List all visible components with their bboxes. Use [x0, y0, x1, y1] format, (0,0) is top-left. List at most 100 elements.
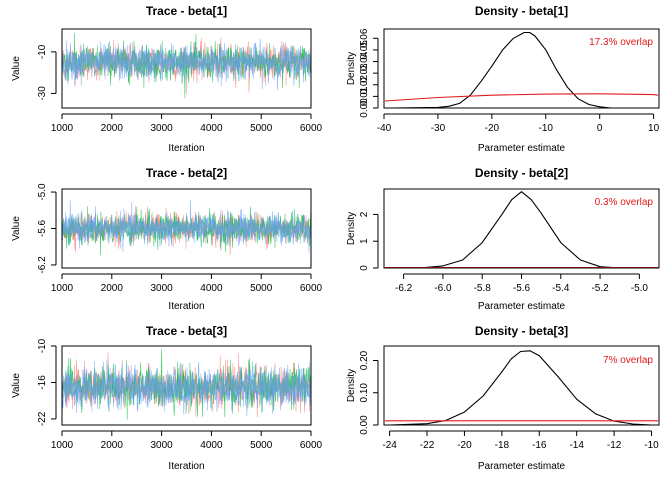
- x-tick-label: 10: [648, 123, 660, 134]
- x-tick-label: 6000: [300, 123, 323, 134]
- y-tick-label: -10: [37, 338, 48, 353]
- x-tick-label: -30: [431, 123, 446, 134]
- y-tick-label: 1: [359, 238, 370, 244]
- x-tick-label: 4000: [200, 283, 223, 294]
- x-tick-label: 2000: [101, 440, 124, 451]
- y-tick-label: -5.6: [37, 219, 48, 237]
- x-tick-label: 4000: [200, 440, 223, 451]
- y-axis: -10 -30: [37, 44, 57, 101]
- x-tick-label: -5.6: [513, 283, 531, 294]
- trace-panel-beta2: Trace - beta[2] Iteration Value 1000 2000…: [11, 166, 323, 312]
- x-axis: 1000 2000 3000 4000 5000 6000: [51, 273, 323, 294]
- y-axis-label: Density: [346, 212, 357, 245]
- posterior-density-line: [389, 350, 652, 426]
- x-tick-label: 2000: [101, 123, 124, 134]
- y-tick-label: -6.2: [37, 256, 48, 274]
- panel-title: Trace - beta[2]: [146, 166, 227, 180]
- trace-chain-3: [61, 359, 312, 417]
- x-tick-label: 6000: [300, 283, 323, 294]
- panel-title: Density - beta[2]: [475, 166, 568, 180]
- y-tick-label: 0.06: [359, 28, 370, 48]
- y-tick-label: -16: [37, 375, 48, 390]
- panel-title: Trace - beta[3]: [146, 324, 227, 338]
- trace-chain-4: [61, 213, 312, 246]
- x-tick-label: -5.8: [474, 283, 492, 294]
- x-tick-label: -5.4: [552, 283, 570, 294]
- panel-title: Trace - beta[1]: [146, 4, 227, 18]
- trace-panel-beta3: Trace - beta[3] Iteration Value 1000 2000…: [11, 324, 323, 472]
- panel-title: Density - beta[3]: [475, 324, 568, 338]
- x-tick-label: 6000: [300, 440, 323, 451]
- x-tick-label: -5.0: [631, 283, 649, 294]
- plot-area: [61, 200, 312, 256]
- y-axis-label: Density: [346, 52, 357, 85]
- trace-chain-4: [61, 43, 312, 86]
- x-axis-label: Parameter estimate: [478, 461, 566, 472]
- y-tick-label: 0.00: [359, 415, 370, 435]
- y-tick-label: 0: [359, 265, 370, 271]
- prior-density-line: [384, 93, 659, 102]
- y-tick-label: 0.00: [359, 98, 370, 118]
- x-axis: -40 -30 -20 -10 0 10: [377, 113, 660, 134]
- x-tick-label: -12: [607, 440, 622, 451]
- x-tick-label: -6.2: [395, 283, 413, 294]
- overlap-annotation: 7% overlap: [603, 355, 653, 366]
- x-tick-label: 3000: [150, 440, 173, 451]
- x-axis: -6.2 -6.0 -5.8 -5.6 -5.4 -5.2 -5.0: [395, 273, 649, 294]
- x-axis: -24 -22 -20 -18 -16 -14 -12 -10: [382, 430, 659, 451]
- plot-area: [61, 348, 312, 420]
- density-panel-beta1: Density - beta[1] Parameter estimate Den…: [346, 4, 660, 154]
- x-tick-label: 1000: [51, 283, 74, 294]
- x-tick-label: -22: [420, 440, 435, 451]
- y-axis: 0.00 0.10 0.20: [359, 350, 379, 435]
- y-axis-label: Density: [346, 369, 357, 402]
- x-tick-label: 5000: [250, 440, 273, 451]
- x-tick-label: -10: [644, 440, 659, 451]
- x-axis-label: Parameter estimate: [478, 143, 566, 154]
- plot-area: [61, 32, 312, 99]
- y-axis-label: Value: [11, 216, 22, 241]
- x-axis-label: Iteration: [168, 143, 204, 154]
- y-tick-label: 0.02: [359, 75, 370, 95]
- y-axis: -10 -16 -22: [37, 338, 57, 426]
- y-tick-label: 0.20: [359, 350, 370, 370]
- x-tick-label: -16: [532, 440, 547, 451]
- density-panel-beta3: Density - beta[3] Parameter estimate Den…: [346, 324, 660, 472]
- x-tick-label: 0: [597, 123, 603, 134]
- x-tick-label: 4000: [200, 123, 223, 134]
- x-tick-label: -20: [485, 123, 500, 134]
- y-tick-label: -10: [37, 44, 48, 59]
- x-tick-label: 1000: [51, 123, 74, 134]
- x-tick-label: -14: [569, 440, 584, 451]
- x-tick-label: 2000: [101, 283, 124, 294]
- trace-chain-4: [61, 364, 312, 410]
- posterior-density-line: [392, 31, 611, 109]
- y-tick-label: -30: [37, 86, 48, 101]
- overlap-annotation: 0.3% overlap: [595, 197, 654, 208]
- x-tick-label: -18: [495, 440, 510, 451]
- y-tick-label: 0.01: [359, 86, 370, 106]
- y-tick-label: 0.05: [359, 40, 370, 60]
- x-axis-label: Parameter estimate: [478, 301, 566, 312]
- y-axis: -5.0 -5.6 -6.2: [37, 183, 57, 274]
- plot-frame: [383, 28, 660, 109]
- posterior-density-line: [419, 191, 620, 269]
- panel-title: Density - beta[1]: [475, 4, 568, 18]
- x-tick-label: -6.0: [434, 283, 452, 294]
- x-axis-label: Iteration: [168, 461, 204, 472]
- x-tick-label: 3000: [150, 283, 173, 294]
- x-tick-label: -10: [539, 123, 554, 134]
- y-axis: 0 1 2: [359, 211, 379, 271]
- x-axis: 1000 2000 3000 4000 5000 6000: [51, 430, 323, 451]
- plot-frame: [61, 28, 312, 109]
- x-tick-label: -40: [377, 123, 392, 134]
- x-tick-label: 5000: [250, 283, 273, 294]
- x-tick-label: 5000: [250, 123, 273, 134]
- x-tick-label: -20: [457, 440, 472, 451]
- plot-frame: [61, 188, 312, 269]
- y-axis-label: Value: [11, 56, 22, 81]
- plot-area: [385, 350, 658, 426]
- y-tick-label: -22: [37, 411, 48, 426]
- plot-frame: [61, 345, 312, 426]
